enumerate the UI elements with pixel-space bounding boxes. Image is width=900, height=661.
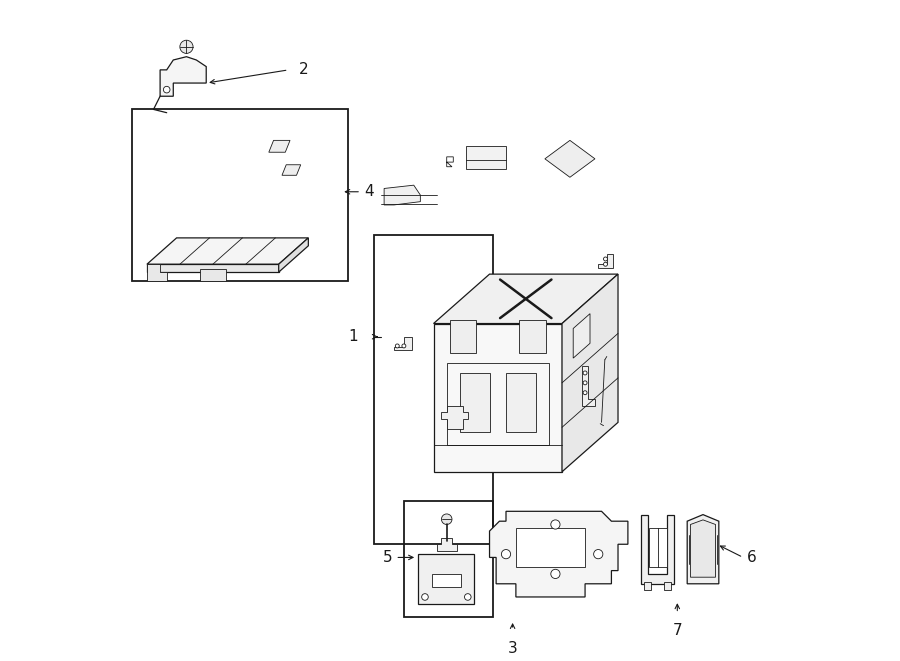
Polygon shape bbox=[516, 527, 585, 567]
Text: 7: 7 bbox=[672, 623, 682, 639]
Polygon shape bbox=[434, 274, 618, 323]
Polygon shape bbox=[282, 165, 301, 175]
Bar bbox=[519, 320, 545, 353]
Polygon shape bbox=[441, 406, 468, 429]
Text: 2: 2 bbox=[299, 62, 308, 77]
Circle shape bbox=[441, 514, 452, 524]
Circle shape bbox=[583, 371, 587, 375]
Circle shape bbox=[583, 391, 587, 395]
Polygon shape bbox=[147, 264, 166, 281]
Polygon shape bbox=[641, 515, 674, 584]
Polygon shape bbox=[436, 537, 456, 551]
Polygon shape bbox=[384, 185, 420, 205]
Circle shape bbox=[594, 549, 603, 559]
Polygon shape bbox=[279, 238, 309, 272]
Polygon shape bbox=[690, 520, 716, 577]
Text: 4: 4 bbox=[364, 184, 374, 199]
Circle shape bbox=[604, 262, 608, 266]
Bar bbox=[644, 582, 651, 590]
Bar bbox=[649, 527, 668, 567]
Polygon shape bbox=[147, 264, 279, 272]
Circle shape bbox=[395, 344, 400, 348]
Circle shape bbox=[551, 569, 560, 578]
Text: 6: 6 bbox=[746, 550, 756, 565]
Bar bbox=[450, 320, 476, 353]
Polygon shape bbox=[562, 274, 618, 472]
Polygon shape bbox=[147, 238, 309, 264]
Polygon shape bbox=[160, 57, 206, 97]
Bar bbox=[664, 582, 670, 590]
Polygon shape bbox=[394, 336, 412, 350]
Polygon shape bbox=[269, 140, 290, 152]
Polygon shape bbox=[490, 512, 628, 597]
Bar bbox=[374, 235, 493, 544]
Bar bbox=[404, 502, 493, 617]
Circle shape bbox=[551, 520, 560, 529]
Circle shape bbox=[501, 549, 510, 559]
Polygon shape bbox=[544, 140, 595, 177]
Circle shape bbox=[464, 594, 471, 600]
Circle shape bbox=[604, 257, 608, 261]
Circle shape bbox=[164, 87, 170, 93]
Bar bbox=[506, 373, 536, 432]
Text: 3: 3 bbox=[508, 641, 518, 656]
Polygon shape bbox=[581, 366, 595, 406]
Circle shape bbox=[402, 344, 406, 348]
Bar bbox=[466, 145, 506, 169]
Bar bbox=[132, 110, 348, 281]
Bar bbox=[200, 269, 226, 281]
Polygon shape bbox=[434, 323, 562, 472]
Text: 5: 5 bbox=[382, 550, 392, 565]
Circle shape bbox=[180, 40, 193, 54]
Circle shape bbox=[583, 381, 587, 385]
Polygon shape bbox=[688, 515, 719, 584]
Polygon shape bbox=[598, 254, 614, 268]
Bar bbox=[432, 574, 461, 587]
Bar bbox=[460, 373, 490, 432]
Polygon shape bbox=[573, 314, 590, 358]
Text: 1: 1 bbox=[348, 329, 358, 344]
Polygon shape bbox=[418, 554, 474, 603]
Bar bbox=[446, 363, 549, 446]
Circle shape bbox=[422, 594, 428, 600]
